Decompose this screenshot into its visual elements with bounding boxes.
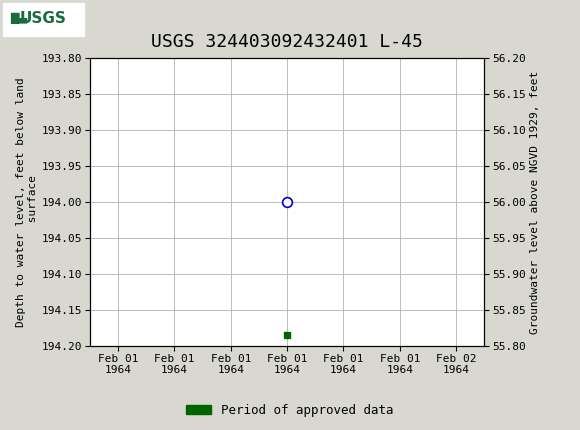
Y-axis label: Depth to water level, feet below land
 surface: Depth to water level, feet below land su… bbox=[16, 77, 38, 327]
Text: USGS: USGS bbox=[20, 11, 67, 26]
Title: USGS 324403092432401 L-45: USGS 324403092432401 L-45 bbox=[151, 33, 423, 51]
Legend: Period of approved data: Period of approved data bbox=[181, 399, 399, 421]
Text: █▄: █▄ bbox=[10, 13, 27, 24]
Bar bbox=[3, 3, 84, 36]
Y-axis label: Groundwater level above NGVD 1929, feet: Groundwater level above NGVD 1929, feet bbox=[530, 71, 540, 334]
